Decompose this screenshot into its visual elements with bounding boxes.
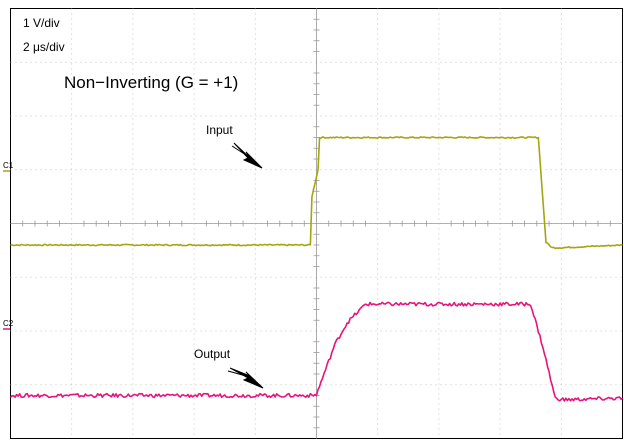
vertical-scale-label: 1 V/div [23, 16, 60, 30]
annotation-output-label: Output [194, 347, 231, 361]
annotation-output-arrow-tail [227, 370, 247, 377]
horizontal-scale-label: 2 μs/div [23, 40, 65, 54]
annotation-input-arrow-tail [231, 145, 247, 156]
channel-marker-c1: C1 [3, 161, 14, 170]
graticule [10, 8, 623, 439]
series-line-c2 [9, 301, 623, 402]
series-line-c1 [10, 136, 623, 250]
annotation-output-arrow [229, 367, 264, 389]
annotation-input-label: Input [206, 123, 233, 137]
annotation-input-arrow [233, 142, 263, 169]
traces [9, 136, 623, 402]
annotations: Input Output [194, 123, 264, 389]
scale-labels: 1 V/div 2 μs/div Non−Inverting (G = +1) [23, 16, 238, 92]
channel-marker-c2: C2 [3, 319, 14, 328]
channel-markers: C1 C2 [3, 161, 14, 330]
chart-title: Non−Inverting (G = +1) [64, 73, 238, 92]
